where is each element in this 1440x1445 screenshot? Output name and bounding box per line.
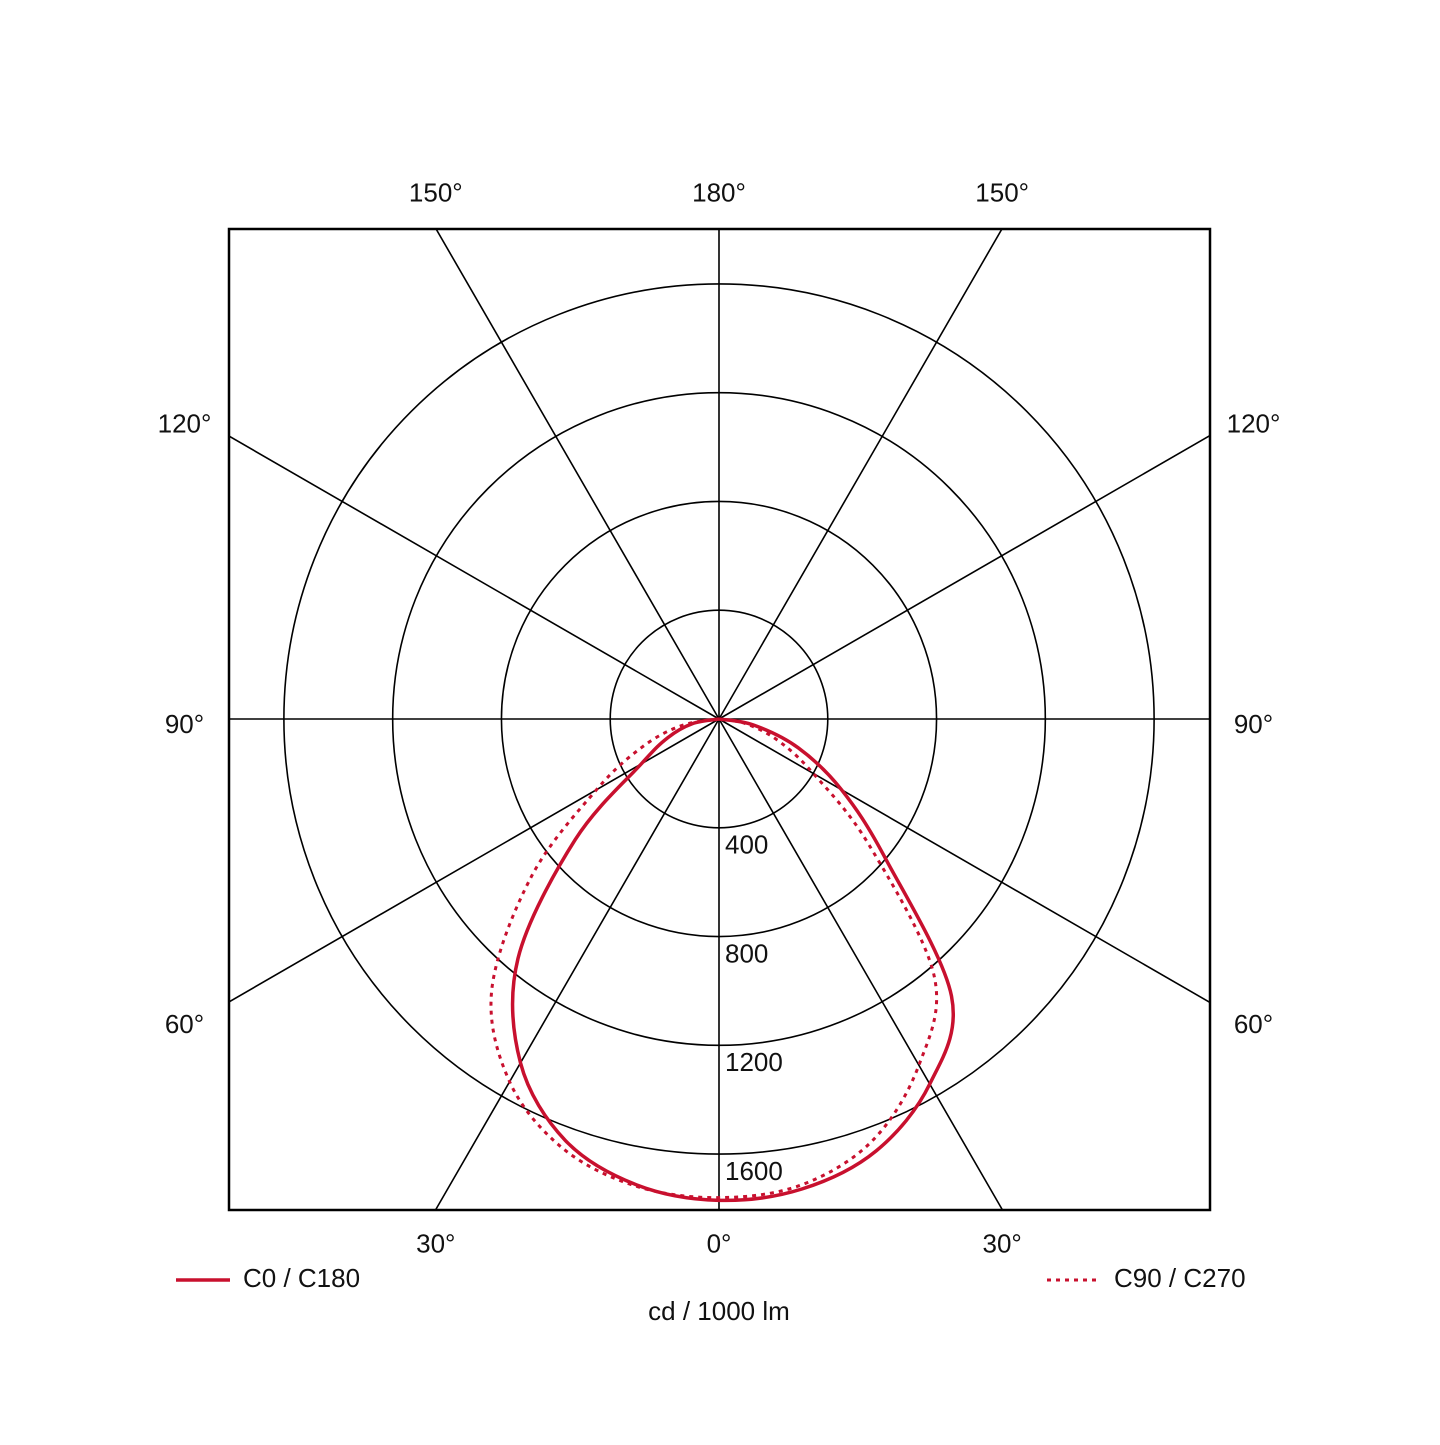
angle-tick-label: 150° bbox=[975, 177, 1029, 207]
legend-label: C0 / C180 bbox=[243, 1263, 360, 1293]
plot-frame bbox=[227, 227, 1212, 1212]
angle-tick-label: 120° bbox=[158, 409, 212, 439]
angle-tick-label: 30° bbox=[983, 1228, 1022, 1258]
labels: 400 800 1200 1600 0° 30° 30° 60° 60° 90° 90° 120° 12… bbox=[158, 177, 1281, 1293]
curves bbox=[489, 717, 956, 1203]
angle-tick-label: 60° bbox=[165, 1009, 204, 1039]
grid-ray bbox=[435, 718, 720, 1210]
grid-ray bbox=[718, 435, 1210, 720]
axis-label: cd / 1000 lm bbox=[648, 1296, 790, 1326]
r-tick-label: 1600 bbox=[725, 1156, 783, 1186]
grid-ray bbox=[435, 229, 720, 720]
r-tick-label: 1200 bbox=[725, 1047, 783, 1077]
grid-ray bbox=[229, 435, 720, 720]
grid-ray bbox=[718, 718, 1210, 1003]
series-line bbox=[489, 717, 939, 1200]
angle-tick-label: 0° bbox=[707, 1228, 732, 1258]
angle-tick-label: 90° bbox=[165, 709, 204, 739]
angle-tick-label: 180° bbox=[692, 177, 746, 207]
angle-tick-label: 30° bbox=[416, 1228, 455, 1258]
angle-tick-label: 120° bbox=[1227, 409, 1281, 439]
grid-ray bbox=[718, 229, 1003, 720]
legend-label: C90 / C270 bbox=[1114, 1263, 1246, 1293]
grid-ray bbox=[718, 718, 1003, 1210]
grid bbox=[229, 229, 1210, 1210]
series-line bbox=[510, 717, 956, 1203]
angle-tick-label: 90° bbox=[1234, 709, 1273, 739]
r-tick-label: 800 bbox=[725, 938, 768, 968]
r-tick-label: 400 bbox=[725, 830, 768, 860]
angle-tick-label: 60° bbox=[1234, 1009, 1273, 1039]
angle-tick-label: 150° bbox=[409, 177, 463, 207]
